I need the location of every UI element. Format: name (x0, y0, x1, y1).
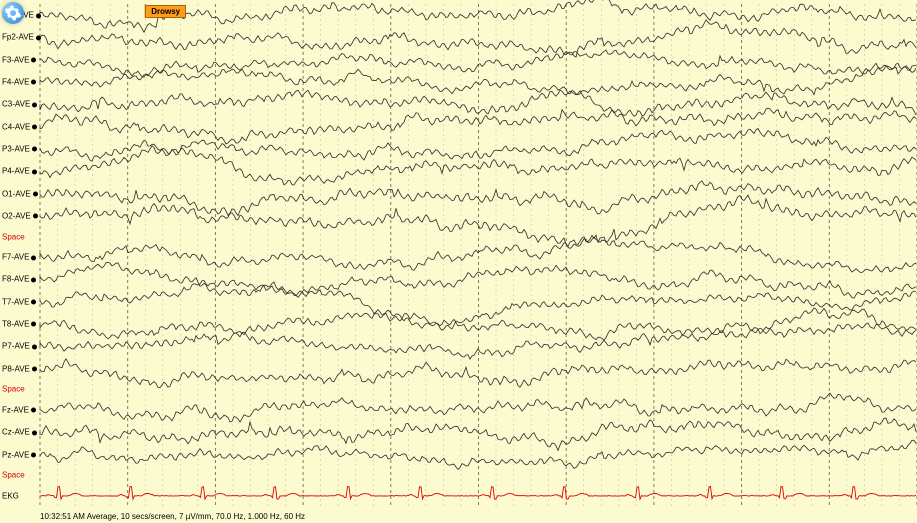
channel-label: F7-AVE (2, 253, 36, 262)
channel-label-text: F3-AVE (2, 55, 29, 64)
channel-label: F4-AVE (2, 78, 36, 87)
channel-label: T7-AVE (2, 297, 36, 306)
channel-dot-icon (32, 147, 37, 152)
channel-dot-icon (31, 452, 36, 457)
event-marker-drowsy[interactable]: Drowsy (145, 5, 186, 18)
channel-label: EKG (2, 491, 19, 500)
channel-label: C3-AVE (2, 100, 37, 109)
channel-label: T8-AVE (2, 320, 36, 329)
channel-dot-icon (36, 35, 41, 40)
channel-label-text: C3-AVE (2, 100, 30, 109)
channel-label: Fp2-AVE (2, 33, 41, 42)
channel-label-text: O2-AVE (2, 211, 31, 220)
channel-dot-icon (32, 367, 37, 372)
channel-dot-icon (33, 214, 38, 219)
channel-dot-icon (32, 344, 37, 349)
channel-label: C4-AVE (2, 122, 37, 131)
channel-label-text: F4-AVE (2, 78, 29, 87)
settings-gear-button[interactable] (2, 2, 24, 24)
channel-label: Cz-AVE (2, 428, 37, 437)
channel-label: P4-AVE (2, 167, 37, 176)
channel-label-text: F8-AVE (2, 275, 29, 284)
channel-dot-icon (31, 300, 36, 305)
channel-label: O2-AVE (2, 211, 38, 220)
channel-label: Space (2, 385, 25, 394)
channel-label-text: F7-AVE (2, 253, 29, 262)
channel-label-text: Space (2, 471, 25, 480)
channel-dot-icon (31, 408, 36, 413)
channel-label-text: P3-AVE (2, 144, 30, 153)
channel-label-text: T7-AVE (2, 297, 29, 306)
channel-label: Space (2, 232, 25, 241)
channel-label: F3-AVE (2, 55, 36, 64)
channel-dot-icon (31, 58, 36, 63)
channel-label: P8-AVE (2, 364, 37, 373)
channel-label-text: C4-AVE (2, 122, 30, 131)
channel-dot-icon (32, 102, 37, 107)
channel-label-text: P8-AVE (2, 364, 30, 373)
channel-label-text: Space (2, 232, 25, 241)
channel-label-text: P7-AVE (2, 342, 30, 351)
gear-icon (4, 4, 22, 22)
event-marker-label: Drowsy (151, 7, 180, 16)
channel-label: P7-AVE (2, 342, 37, 351)
channel-label-text: O1-AVE (2, 189, 31, 198)
channel-label: O1-AVE (2, 189, 38, 198)
channel-label-text: Fz-AVE (2, 405, 29, 414)
channel-dot-icon (32, 430, 37, 435)
channel-label-text: Cz-AVE (2, 428, 30, 437)
channel-label-text: P4-AVE (2, 167, 30, 176)
channel-dot-icon (32, 169, 37, 174)
channel-dot-icon (36, 13, 41, 18)
channel-dot-icon (31, 322, 36, 327)
channel-label-text: Pz-AVE (2, 450, 29, 459)
channel-label: Fz-AVE (2, 405, 36, 414)
channel-label-text: Space (2, 385, 25, 394)
channel-label-text: Fp2-AVE (2, 33, 34, 42)
channel-label-text: EKG (2, 491, 19, 500)
channel-dot-icon (31, 80, 36, 85)
footer-readout: 10:32:51 AM Average, 10 secs/screen, 7 µ… (40, 512, 305, 521)
channel-dot-icon (31, 255, 36, 260)
channel-label: F8-AVE (2, 275, 36, 284)
channel-label: Space (2, 471, 25, 480)
channel-dot-icon (33, 191, 38, 196)
eeg-plot (0, 0, 917, 523)
channel-label: P3-AVE (2, 144, 37, 153)
channel-dot-icon (32, 125, 37, 130)
channel-dot-icon (31, 277, 36, 282)
channel-label-text: T8-AVE (2, 320, 29, 329)
channel-label: Pz-AVE (2, 450, 36, 459)
